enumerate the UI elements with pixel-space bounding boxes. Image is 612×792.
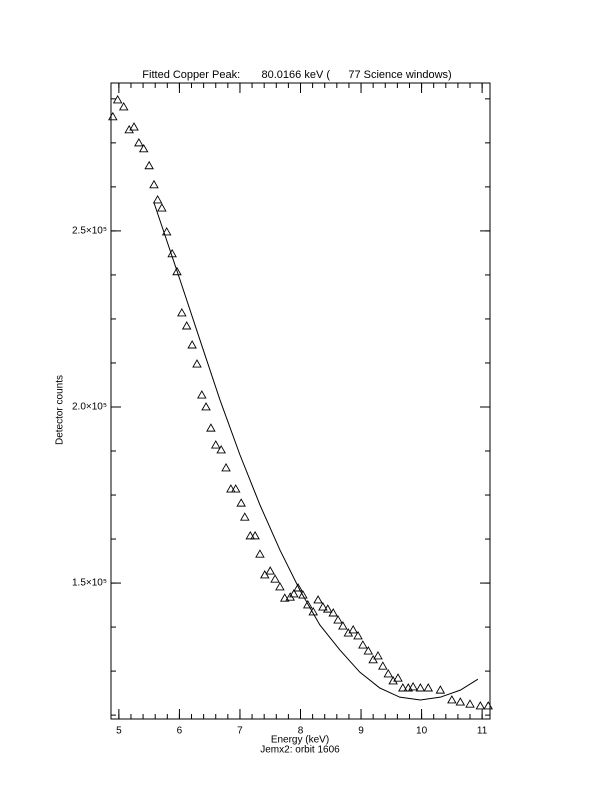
data-point: [353, 630, 363, 640]
data-point: [378, 661, 388, 670]
data-point: [255, 549, 265, 558]
x-tick-label: 5: [116, 726, 122, 737]
data-point: [197, 390, 207, 399]
data-point: [455, 697, 466, 706]
data-point: [435, 685, 446, 694]
data-point: [240, 512, 250, 521]
x-tick-label: 10: [416, 726, 428, 737]
data-point: [226, 484, 236, 493]
data-point: [383, 669, 394, 678]
data-point: [144, 160, 154, 170]
data-point: [152, 195, 163, 204]
x-tick-label: 7: [237, 726, 243, 737]
x-tick-label: 8: [298, 726, 304, 737]
data-point: [206, 423, 216, 432]
data-point: [112, 94, 123, 104]
y-tick-label: 1.5×10⁵: [72, 578, 107, 589]
data-point: [415, 683, 426, 692]
subtitle: Jemx2: orbit 1606: [260, 745, 340, 756]
data-point: [308, 607, 318, 616]
data-point: [298, 590, 308, 599]
data-point: [138, 143, 149, 153]
data-point: [373, 651, 383, 660]
data-point: [124, 124, 134, 134]
data-point: [293, 583, 303, 592]
data-point: [216, 445, 226, 454]
data-point: [313, 595, 323, 604]
data-point: [318, 602, 328, 611]
data-point: [483, 701, 493, 710]
data-point: [270, 574, 280, 583]
data-point: [333, 615, 343, 624]
data-point: [408, 682, 418, 691]
data-point: [201, 402, 211, 411]
data-point: [302, 599, 313, 609]
y-axis-label: Detector counts: [55, 375, 66, 445]
data-point: [398, 683, 408, 692]
data-point: [192, 359, 202, 368]
y-tick-label: 2.5×10⁵: [72, 226, 107, 237]
data-point: [475, 701, 486, 710]
y-tick-label: 2.0×10⁵: [72, 402, 107, 413]
x-tick-label: 6: [177, 726, 183, 737]
x-axis-label: Energy (keV): [271, 735, 329, 746]
data-point: [322, 604, 333, 613]
data-point: [393, 673, 403, 682]
data-point: [129, 122, 139, 131]
data-point: [348, 624, 358, 634]
data-point: [423, 683, 434, 692]
x-tick-label: 9: [358, 726, 364, 737]
data-point: [279, 593, 290, 602]
x-tick-label: 11: [477, 726, 488, 737]
data-point: [181, 321, 192, 330]
data-point: [465, 699, 475, 708]
chart-title: Fitted Copper Peak: 80.0166 keV ( 77 Sci…: [142, 69, 451, 81]
data-point: [289, 589, 299, 598]
data-point: [265, 566, 276, 575]
data-point: [275, 582, 285, 591]
data-point: [149, 179, 159, 189]
data-point: [447, 695, 457, 704]
data-point: [187, 340, 197, 349]
data-point: [358, 640, 368, 649]
data-point: [245, 530, 256, 540]
data-point: [230, 484, 241, 493]
data-point: [388, 676, 398, 685]
data-point: [177, 308, 187, 317]
data-point: [134, 137, 144, 147]
data-point: [221, 463, 231, 472]
data-point: [250, 530, 260, 540]
data-point: [328, 608, 338, 617]
data-point: [210, 440, 221, 449]
data-point: [172, 266, 182, 276]
data-point: [363, 646, 374, 655]
data-point: [108, 111, 118, 121]
fit-line: [153, 202, 479, 701]
data-point: [118, 102, 129, 111]
data-point: [161, 227, 172, 236]
data-point: [236, 498, 246, 507]
data-point: [157, 203, 167, 212]
data-point: [338, 621, 348, 630]
